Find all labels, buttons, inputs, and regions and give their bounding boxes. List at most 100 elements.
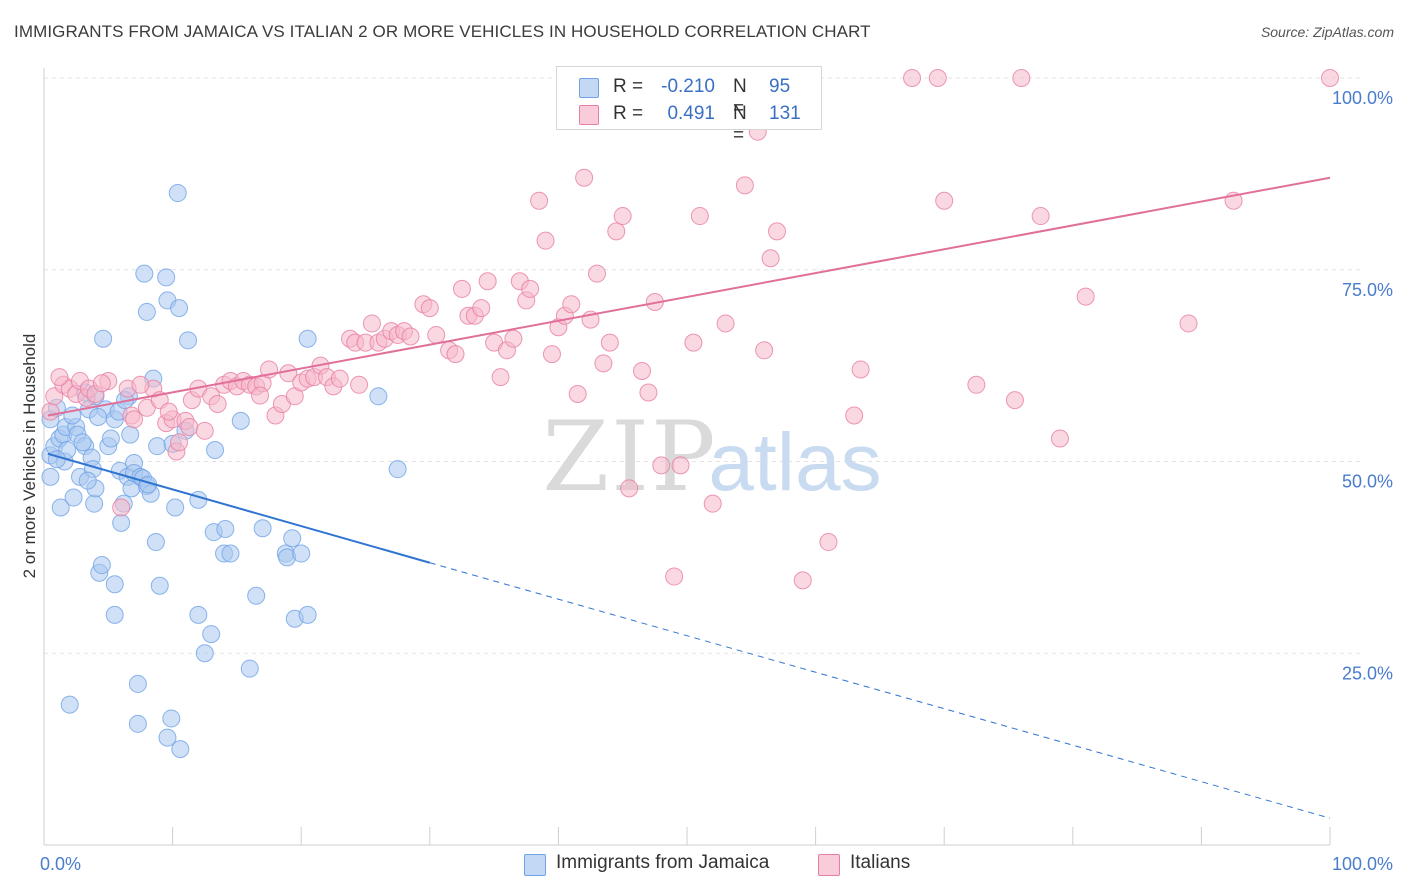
point-immigrants-from-jamaica (206, 440, 225, 459)
legend-swatch-jamaica (579, 78, 599, 98)
point-italians (1012, 69, 1031, 87)
point-immigrants-from-jamaica (216, 519, 235, 538)
point-immigrants-from-jamaica (94, 329, 113, 348)
point-italians (478, 272, 497, 291)
y-tick-label: 100.0% (1332, 88, 1393, 108)
point-italians (208, 394, 227, 413)
point-immigrants-from-jamaica (128, 714, 147, 733)
legend-swatch-italians (579, 105, 599, 125)
point-immigrants-from-jamaica (298, 605, 317, 624)
point-immigrants-from-jamaica (158, 728, 177, 747)
point-immigrants-from-jamaica (189, 605, 208, 624)
point-immigrants-from-jamaica (231, 411, 250, 430)
point-immigrants-from-jamaica (73, 433, 92, 452)
point-immigrants-from-jamaica (189, 490, 208, 509)
point-immigrants-from-jamaica (157, 268, 176, 287)
point-italians (600, 333, 619, 352)
point-immigrants-from-jamaica (168, 184, 187, 203)
point-immigrants-from-jamaica (298, 329, 317, 348)
point-italians (703, 494, 722, 513)
point-italians (684, 333, 703, 352)
point-italians (159, 402, 178, 421)
point-italians (1050, 429, 1069, 448)
correlation-legend: R = -0.210 N = 95 R = 0.491 N = 131 (556, 66, 822, 146)
point-italians (401, 327, 420, 346)
point-italians (131, 375, 150, 394)
legend-n-value: 131 (769, 103, 801, 124)
point-italians (530, 191, 549, 210)
point-italians (50, 368, 69, 387)
point-italians (536, 231, 555, 250)
y-tick-label: 50.0% (1342, 472, 1393, 492)
point-italians (542, 345, 561, 364)
point-italians (1076, 287, 1095, 306)
point-immigrants-from-jamaica (78, 471, 97, 490)
point-italians (613, 207, 632, 226)
point-immigrants-from-jamaica (253, 519, 272, 538)
point-italians (575, 168, 594, 187)
point-italians (851, 360, 870, 379)
point-immigrants-from-jamaica (51, 498, 70, 517)
point-italians (41, 402, 60, 421)
point-immigrants-from-jamaica (195, 644, 214, 663)
point-italians (521, 279, 540, 298)
point-italians (735, 176, 754, 195)
point-italians (195, 421, 214, 440)
tick-labels: 25.0% 50.0% 75.0% 100.0% 0.0% 100.0% (40, 88, 1393, 874)
point-italians (768, 222, 787, 241)
source-label: Source: ZipAtlas.com (1260, 24, 1394, 40)
point-immigrants-from-jamaica (137, 302, 156, 321)
point-italians (690, 207, 709, 226)
point-italians (761, 249, 780, 268)
point-italians (568, 385, 587, 404)
point-italians (125, 410, 144, 429)
point-italians (427, 325, 446, 344)
point-immigrants-from-jamaica (202, 625, 221, 644)
point-immigrants-from-jamaica (171, 740, 190, 759)
point-immigrants-from-jamaica (121, 425, 140, 444)
legend-r-label: R = (613, 103, 644, 124)
point-immigrants-from-jamaica (146, 533, 165, 552)
point-italians (928, 69, 947, 87)
point-immigrants-from-jamaica (112, 513, 131, 532)
x-tick-label: 0.0% (40, 854, 81, 874)
chart-title: IMMIGRANTS FROM JAMAICA VS ITALIAN 2 OR … (14, 22, 871, 41)
point-italians (92, 374, 111, 393)
point-italians (420, 299, 439, 318)
point-immigrants-from-jamaica (128, 674, 147, 693)
point-immigrants-from-jamaica (89, 408, 108, 427)
point-immigrants-from-jamaica (105, 575, 124, 594)
series-immigrants-from-jamaica (41, 184, 407, 759)
y-tick-label: 75.0% (1342, 280, 1393, 300)
point-immigrants-from-jamaica (150, 576, 169, 595)
point-italians (665, 567, 684, 586)
point-italians (671, 456, 690, 475)
point-italians (1321, 69, 1339, 87)
point-italians (967, 375, 986, 394)
point-immigrants-from-jamaica (166, 498, 185, 517)
point-italians (632, 361, 651, 380)
point-immigrants-from-jamaica (162, 709, 181, 728)
point-italians (1179, 314, 1198, 333)
point-immigrants-from-jamaica (369, 387, 388, 406)
point-italians (639, 383, 658, 402)
point-italians (112, 498, 131, 517)
point-immigrants-from-jamaica (148, 437, 167, 456)
point-italians (587, 264, 606, 283)
point-italians (1005, 391, 1024, 410)
point-italians (491, 368, 510, 387)
point-italians (935, 191, 954, 210)
y-axis-label: 2 or more Vehicles in Household (20, 333, 39, 579)
bottom-legend-label-jamaica: Immigrants from Jamaica (556, 852, 770, 873)
point-immigrants-from-jamaica (221, 544, 240, 563)
point-italians (170, 433, 189, 452)
point-immigrants-from-jamaica (101, 429, 120, 448)
point-italians (446, 345, 465, 364)
point-italians (504, 329, 523, 348)
point-immigrants-from-jamaica (240, 659, 259, 678)
point-immigrants-from-jamaica (247, 586, 266, 605)
point-immigrants-from-jamaica (170, 299, 189, 318)
point-immigrants-from-jamaica (64, 488, 83, 507)
point-immigrants-from-jamaica (47, 450, 66, 469)
